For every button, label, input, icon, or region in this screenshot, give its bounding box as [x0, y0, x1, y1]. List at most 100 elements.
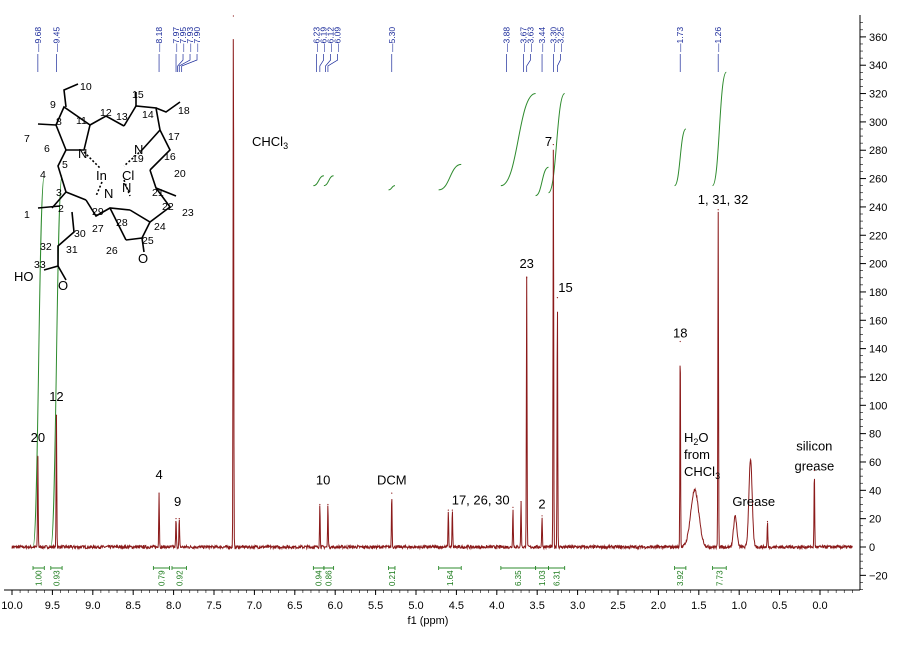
y-tick-label: 0: [869, 542, 875, 554]
structure-label: 15: [132, 89, 144, 101]
structure-label: 24: [154, 221, 166, 233]
structure-label: 11: [76, 115, 87, 127]
structure-label: O: [138, 251, 148, 266]
integral-value: 7.73: [715, 570, 724, 586]
shift-leader-line: [557, 54, 561, 72]
integral-bracket: [535, 566, 549, 570]
peak-annotation: DCM: [377, 473, 407, 488]
x-tick-label: 3.5: [530, 600, 545, 612]
integral-bracket: [548, 566, 566, 570]
x-tick-label: 4.5: [449, 600, 464, 612]
integral-value: 0.93: [52, 570, 61, 586]
peak-mark: [766, 520, 769, 523]
peak-annotation: 17, 26, 30: [452, 492, 510, 507]
peak-mark: [749, 458, 752, 460]
y-tick-label: 280: [869, 145, 887, 157]
integral-curve: [548, 93, 566, 194]
y-tick-label: 120: [869, 372, 887, 384]
chemical-shift-labels: —9.68 —9.45 —8.18 —7.97—7.95—7.93—7.90 —6.23…: [33, 27, 723, 72]
peak-mark: [447, 509, 449, 511]
x-tick-label: 9.0: [85, 600, 100, 612]
structure-label: 28: [116, 217, 128, 229]
structure-label: 25: [142, 235, 154, 247]
shift-label: —7.97: [171, 27, 181, 52]
shift-label: —7.93: [185, 27, 195, 52]
integral-curve: [712, 71, 727, 187]
x-tick-label: 1.5: [691, 600, 706, 612]
peak-mark: [694, 489, 696, 491]
shift-leader-line: [327, 54, 338, 72]
integral-bracket: [500, 566, 537, 570]
peak-annotation: silicon: [796, 439, 832, 454]
shift-leader-line: [325, 54, 331, 72]
integral-curve: [323, 175, 334, 187]
y-tick-label: 100: [869, 400, 887, 412]
integral-value: 3.92: [676, 570, 685, 586]
y-tick-label: 200: [869, 259, 887, 271]
integral-bracket: [312, 566, 325, 570]
shift-label: —1.26: [713, 27, 723, 52]
structure-label: 19: [132, 153, 144, 165]
integral-value: 1.00: [35, 570, 44, 586]
peak-annotation: 12: [49, 389, 63, 404]
integral-value: 0.21: [388, 570, 397, 586]
peak-mark: [734, 515, 736, 517]
water-label: H2O from CHCl3: [684, 430, 720, 481]
shift-label: —6.12: [326, 27, 336, 52]
shift-label: —9.45: [51, 27, 61, 52]
structure-label: 26: [106, 245, 118, 257]
structure-label: 12: [100, 107, 112, 119]
y-tick-label: 360: [869, 32, 887, 44]
x-tick-label: 7.0: [247, 600, 262, 612]
y-tick-label: 300: [869, 117, 887, 129]
peak-mark: [451, 509, 453, 511]
shift-label: —7.95: [178, 27, 188, 52]
peak-mark: [813, 469, 815, 472]
structure-label: 8: [56, 116, 62, 128]
peak-mark: [679, 340, 681, 343]
shift-label: —9.68: [33, 27, 43, 52]
shift-leader-line: [319, 54, 324, 72]
peak-mark: [232, 15, 234, 17]
y-tick-label: 80: [869, 429, 881, 441]
y-tick-label: 180: [869, 287, 887, 299]
axes-layer: f1 (ppm): [4, 15, 861, 627]
structure-label: 20: [174, 168, 186, 180]
shift-label: —1.73: [675, 27, 685, 52]
x-tick-label: 9.5: [45, 600, 60, 612]
x-tick-label: 8.0: [166, 600, 181, 612]
integral-bracket: [388, 566, 396, 570]
structure-label: 17: [168, 131, 180, 143]
shift-label: —6.09: [333, 27, 343, 52]
structure-label: O: [58, 278, 68, 293]
y-tick-label: −20: [869, 570, 888, 582]
peak-mark: [512, 506, 514, 508]
x-tick-label: 5.0: [408, 600, 423, 612]
shift-label: —3.25: [555, 27, 565, 52]
shift-label: —3.88: [501, 27, 511, 52]
y-tick-label: 140: [869, 344, 887, 356]
integral-value: 0.86: [325, 570, 334, 586]
integral-value: 6.35: [514, 570, 523, 586]
integral-curve: [32, 175, 45, 548]
integral-curve: [313, 175, 324, 187]
structure-label: 22: [162, 201, 174, 213]
shift-leader-line: [178, 54, 191, 72]
integral-curve: [50, 175, 63, 548]
y-tick-label: 20: [869, 514, 881, 526]
integral-curve: [388, 185, 396, 191]
chcl3-label: CHCl3: [252, 134, 288, 151]
y-tick-label: 160: [869, 315, 887, 327]
shift-label: —7.90: [192, 27, 202, 52]
shift-label: —6.23: [312, 27, 322, 52]
structure-label: 32: [40, 241, 52, 253]
x-tick-label: 0.0: [812, 600, 827, 612]
structure-label: 5: [62, 159, 68, 171]
integral-bracket: [712, 566, 727, 570]
peak-annotation: 18: [673, 325, 687, 340]
peak-mark: [319, 503, 321, 506]
y-tick-label: 240: [869, 202, 887, 214]
